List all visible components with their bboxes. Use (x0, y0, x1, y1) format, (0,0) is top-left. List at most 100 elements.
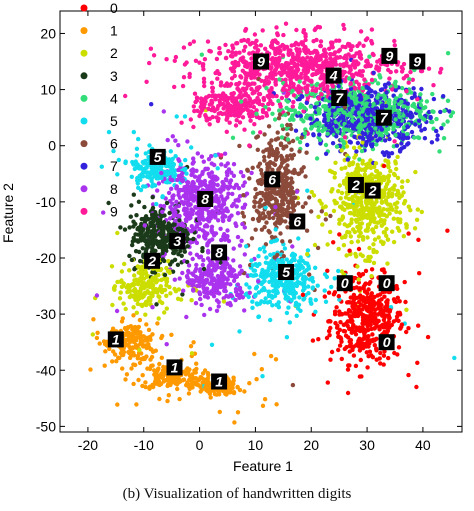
data-point-1 (230, 383, 235, 389)
data-point-9 (313, 71, 319, 77)
data-point-9 (410, 77, 415, 83)
data-point-5 (168, 149, 173, 154)
data-point-9 (275, 31, 280, 36)
data-point-6 (291, 208, 297, 213)
data-point-9 (431, 83, 436, 88)
data-point-2 (384, 226, 389, 232)
data-point-2 (328, 229, 333, 235)
data-point-8 (164, 342, 169, 347)
data-point-0 (406, 326, 411, 331)
data-point-0 (345, 367, 351, 372)
data-point-0 (406, 372, 411, 378)
data-point-8 (233, 289, 239, 294)
data-point-2 (385, 202, 391, 207)
data-point-0 (338, 320, 343, 325)
data-point-6 (293, 195, 298, 200)
data-point-1 (188, 374, 193, 379)
data-point-2 (379, 199, 385, 204)
data-point-7 (365, 107, 370, 113)
data-point-0 (357, 348, 363, 353)
data-point-9 (281, 32, 286, 38)
data-point-9 (217, 71, 222, 77)
data-point-8 (201, 258, 206, 263)
data-point-8 (196, 234, 201, 239)
data-point-6 (288, 122, 293, 128)
data-point-5 (115, 172, 120, 177)
data-point-9 (228, 53, 234, 59)
data-point-1 (157, 396, 162, 402)
data-point-0 (375, 312, 381, 317)
data-point-5 (336, 268, 341, 274)
data-point-9 (226, 49, 231, 54)
data-point-5 (275, 284, 281, 289)
data-point-9 (241, 48, 247, 53)
data-point-4 (405, 131, 410, 137)
data-point-5 (269, 279, 275, 284)
data-point-5 (332, 276, 337, 281)
data-point-5 (302, 269, 307, 275)
data-point-9 (201, 61, 206, 67)
data-point-8 (216, 304, 221, 309)
data-point-2 (371, 247, 376, 253)
data-point-1 (91, 317, 96, 322)
data-point-8 (173, 210, 178, 215)
data-point-0 (386, 313, 391, 318)
data-point-8 (193, 301, 199, 306)
data-point-7 (328, 122, 334, 128)
data-point-0 (372, 343, 377, 348)
data-point-2 (353, 217, 359, 223)
data-point-4 (367, 54, 372, 59)
data-point-9 (267, 88, 272, 94)
data-point-1 (124, 372, 130, 377)
data-point-0 (381, 163, 387, 169)
data-point-2 (336, 189, 341, 194)
data-point-6 (309, 209, 314, 214)
data-point-5 (287, 320, 292, 325)
data-point-7 (429, 140, 435, 145)
data-point-9 (266, 107, 272, 112)
data-point-5 (262, 249, 267, 254)
data-point-8 (188, 251, 193, 256)
data-point-0 (341, 328, 346, 334)
data-point-0 (445, 228, 450, 233)
data-point-0 (425, 334, 431, 340)
data-point-7 (317, 132, 322, 137)
data-point-1 (169, 332, 174, 337)
data-point-3 (143, 214, 149, 219)
data-point-8 (239, 268, 244, 273)
data-point-0 (336, 294, 341, 299)
data-point-4 (382, 95, 388, 101)
data-point-5 (259, 299, 264, 304)
data-point-8 (175, 177, 180, 183)
data-point-4 (442, 108, 447, 114)
data-point-2 (118, 279, 123, 284)
data-point-4 (323, 142, 329, 148)
data-point-7 (413, 122, 418, 127)
data-point-4 (290, 113, 295, 118)
data-point-6 (250, 165, 255, 170)
data-point-1 (131, 381, 136, 387)
data-point-8 (215, 182, 220, 188)
data-point-9 (334, 38, 339, 43)
data-point-8 (172, 277, 177, 282)
data-point-9 (245, 39, 250, 44)
data-point-9 (209, 80, 215, 86)
data-point-1 (140, 373, 145, 378)
data-point-2 (341, 243, 347, 248)
data-point-9 (208, 49, 213, 54)
data-point-7 (426, 109, 432, 115)
data-point-8 (177, 158, 182, 164)
data-point-3 (177, 218, 182, 223)
data-point-8 (236, 186, 242, 191)
data-point-1 (259, 367, 264, 372)
data-point-0 (334, 305, 339, 310)
data-point-0 (377, 356, 382, 361)
data-point-9 (252, 32, 258, 37)
data-point-3 (201, 266, 207, 272)
data-point-9 (291, 99, 296, 105)
data-point-6 (283, 158, 288, 163)
data-point-9 (318, 43, 323, 49)
data-point-6 (300, 204, 306, 209)
data-point-7 (321, 112, 327, 118)
data-point-2 (118, 290, 123, 295)
